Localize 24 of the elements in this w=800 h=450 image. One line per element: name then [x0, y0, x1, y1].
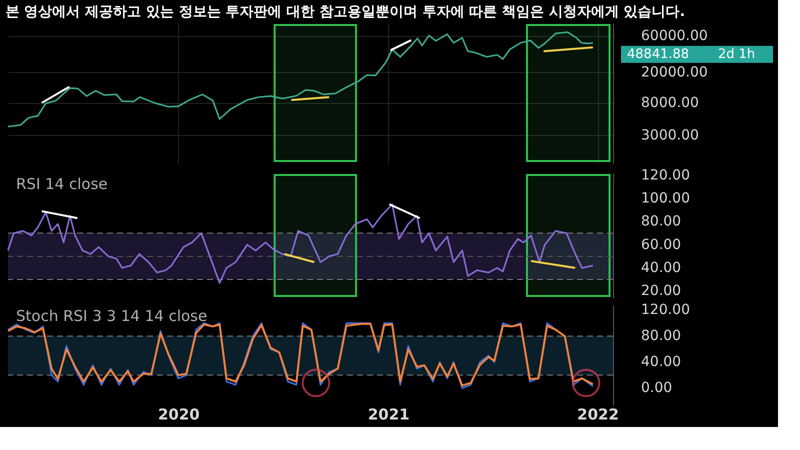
y-tick-label: 0.00 — [641, 380, 672, 396]
y-tick-label: 40.00 — [641, 354, 682, 370]
y-tick-label: 80.00 — [641, 328, 682, 344]
y-tick-label: 40.00 — [641, 260, 682, 276]
x-tick-label: 2021 — [368, 406, 410, 424]
y-tick-label: 20000.00 — [641, 64, 708, 80]
x-tick-label: 2022 — [577, 406, 619, 424]
y-tick-label: 60.00 — [641, 236, 682, 253]
y-tick-label: 100.00 — [641, 190, 690, 206]
y-tick-label: 3000.00 — [641, 127, 699, 144]
y-tick-label: 120.00 — [641, 167, 690, 184]
line-series — [7, 31, 594, 128]
y-tick-label: 8000.00 — [641, 94, 699, 111]
chart-title: RSI 14 close — [16, 175, 108, 193]
text: 2d 1h — [718, 46, 756, 62]
line-series — [7, 203, 594, 284]
y-tick-label: 60000.00 — [641, 28, 708, 44]
x-tick-label: 2020 — [158, 406, 200, 424]
annotation: 48841.88 — [627, 46, 690, 62]
chart-title: Stoch RSI 3 3 14 14 close — [16, 307, 208, 325]
y-tick-label: 80.00 — [641, 214, 682, 230]
y-tick-label: 20.00 — [641, 283, 682, 300]
y-tick-label: 120.00 — [641, 302, 690, 318]
chart-title: 본 영상에서 제공하고 있는 정보는 투자판에 대한 참고용일뿐이며 투자에 따른 책임은 시청자에게 있습니다. — [5, 4, 686, 20]
